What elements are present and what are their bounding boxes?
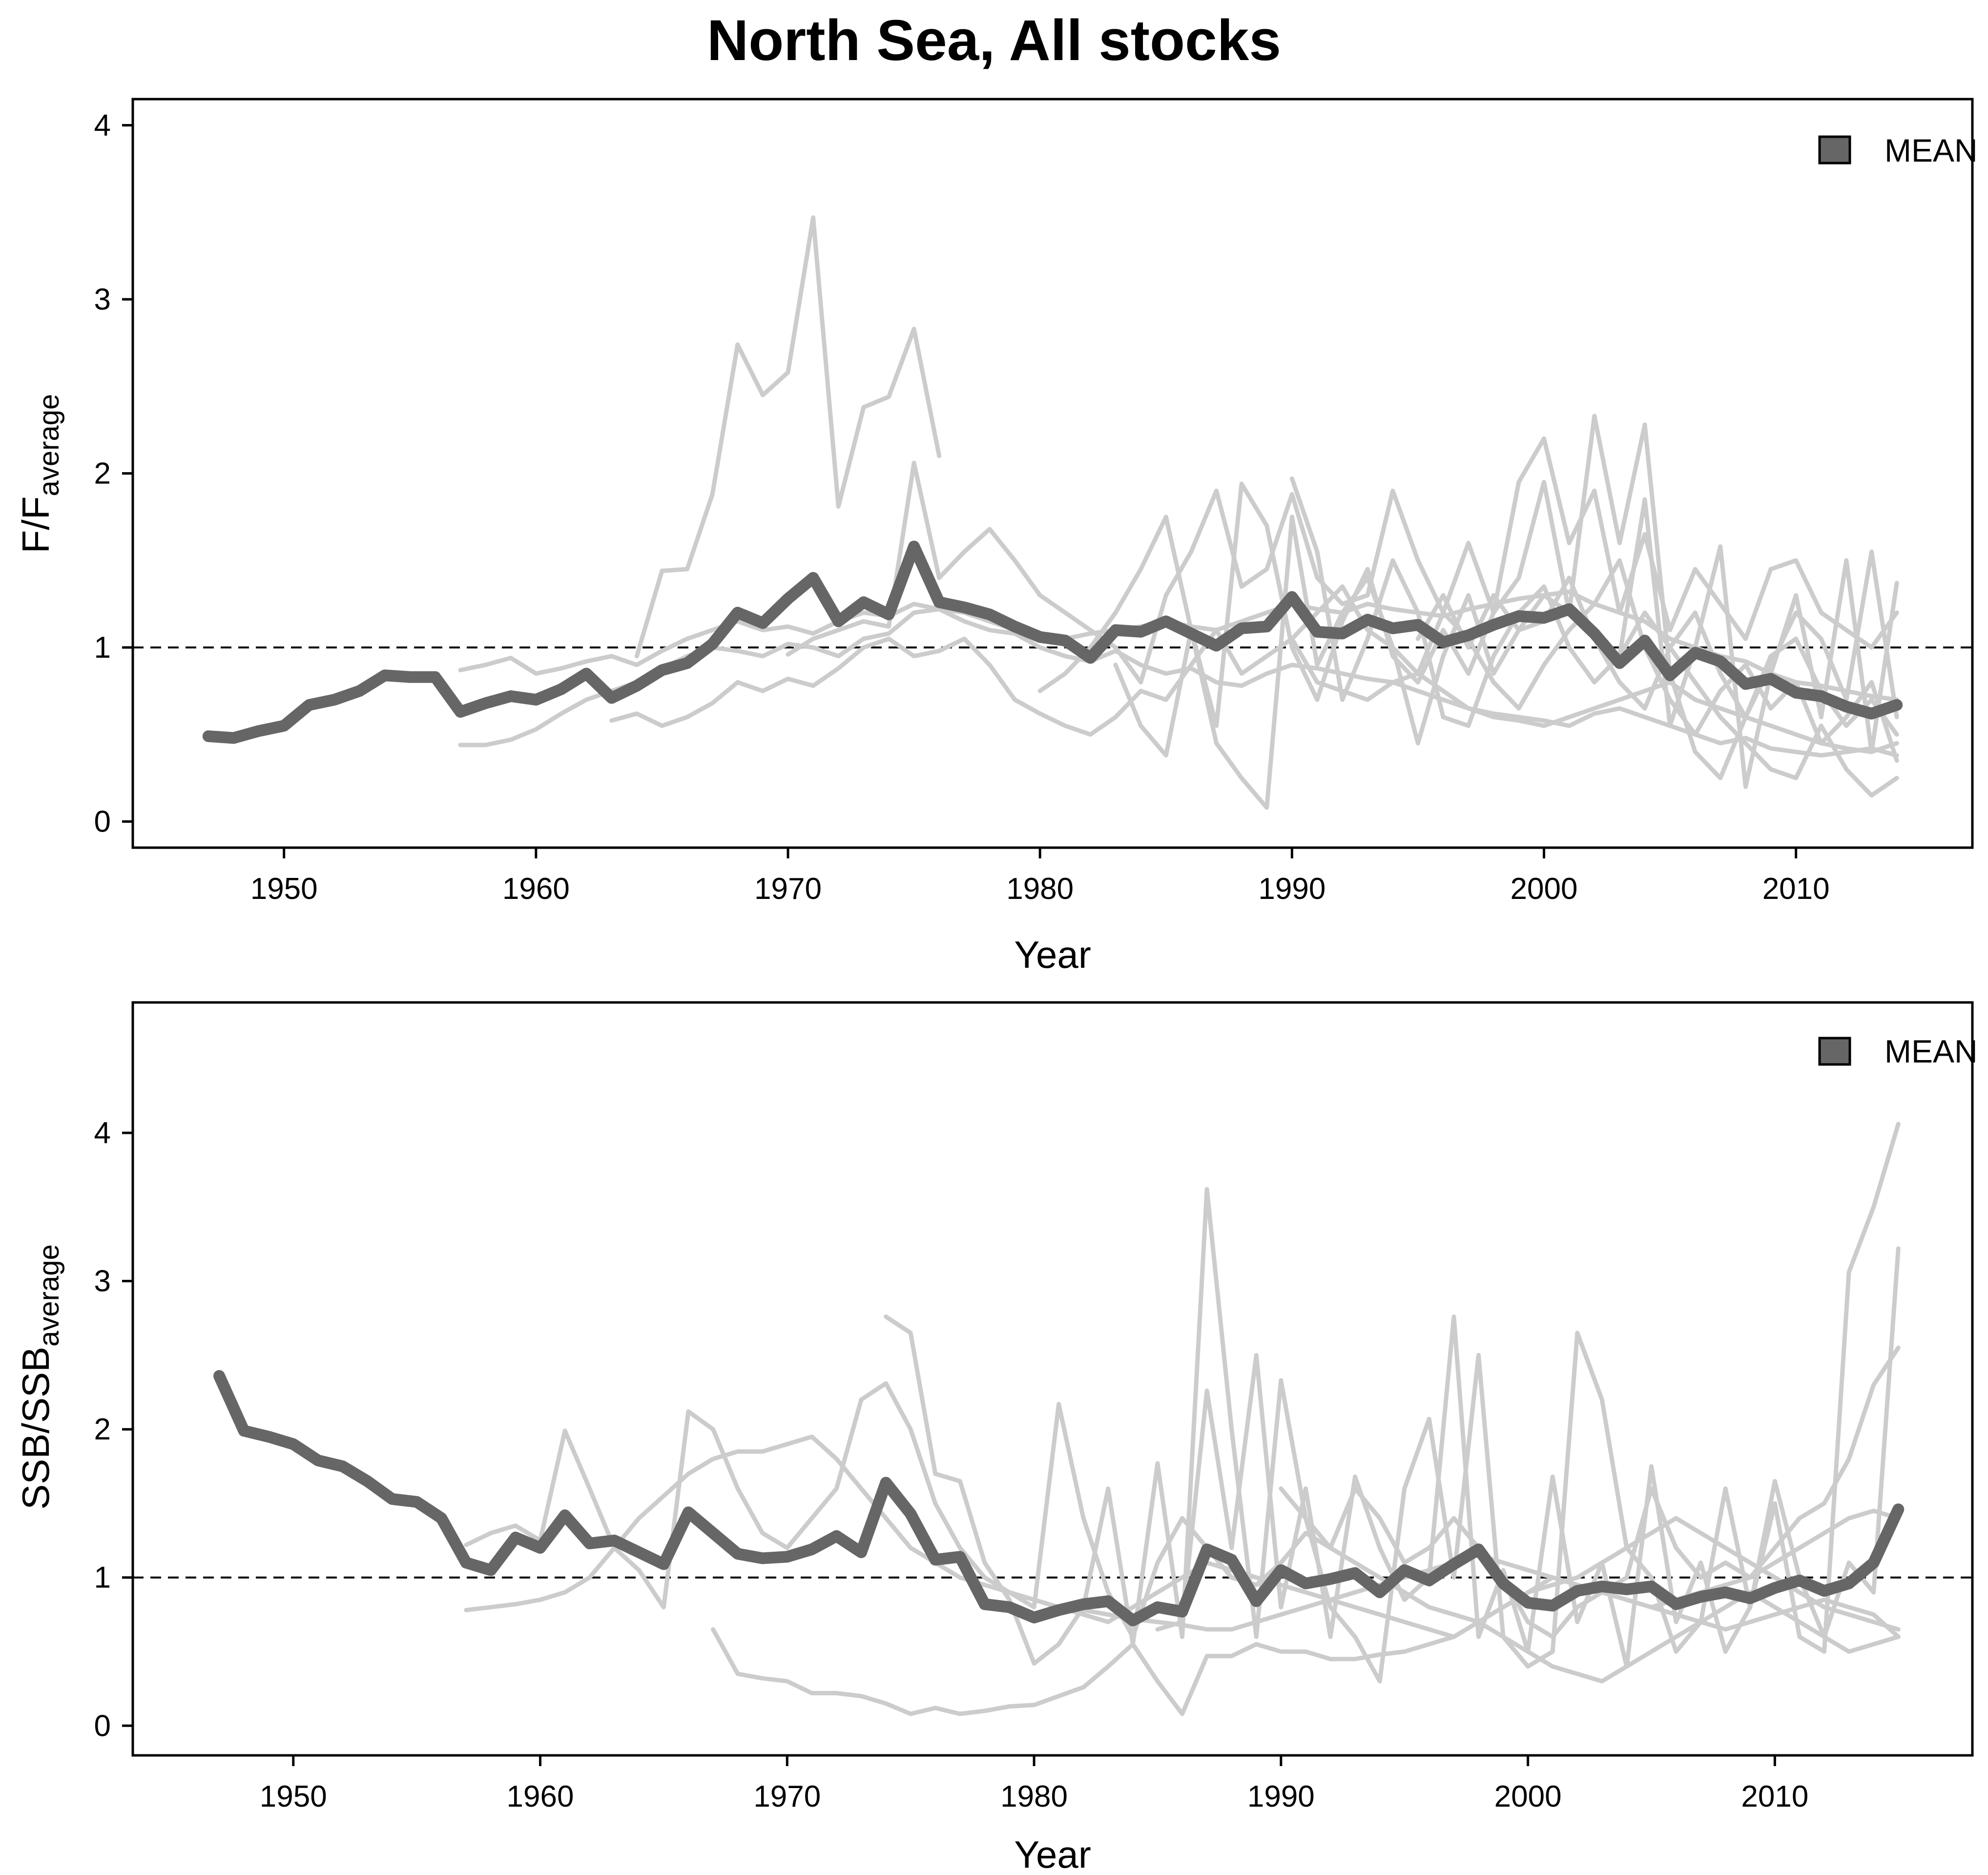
f-y-tick-label: 0	[94, 805, 111, 839]
f-y-axis-title-sub: average	[33, 394, 65, 497]
f-x-tick-label: 1990	[1258, 872, 1325, 906]
f-legend: MEAN	[1818, 132, 1978, 168]
f-y-tick-label: 4	[94, 108, 111, 142]
f-x-axis-title: Year	[1014, 933, 1091, 976]
f-stock-line-10	[1415, 575, 1899, 737]
ssb-stock-line-6	[1032, 1560, 1901, 1639]
ssb-x-tick-label: 1960	[507, 1780, 574, 1813]
f-stock-line-9	[1289, 558, 1899, 763]
ssb-legend-swatch	[1818, 1037, 1851, 1066]
f-stock-line-8	[1289, 476, 1899, 789]
ssb-plot-frame	[131, 1001, 1974, 1757]
ssb-stock-line-7	[1279, 1486, 1901, 1684]
f-x-tick-label: 1950	[250, 872, 318, 906]
ssb-y-tick-label: 0	[94, 1709, 111, 1743]
ssb-x-tick-label: 2010	[1741, 1780, 1808, 1813]
f-y-axis-title-main: F/F	[14, 496, 57, 553]
ssb-stock-line-3	[711, 1516, 1901, 1716]
f-x-ticks: 1950 1960 1970 1980 1990 2000 2010	[250, 848, 1830, 906]
f-stock-line-5	[786, 436, 1899, 685]
f-y-tick-label: 1	[94, 631, 111, 665]
ssb-x-tick-label: 1990	[1247, 1780, 1315, 1813]
f-x-tick-label: 2010	[1762, 872, 1830, 906]
page-title: North Sea, All stocks	[707, 8, 1281, 73]
f-legend-swatch	[1818, 135, 1851, 165]
ssb-x-tick-label: 1970	[753, 1780, 821, 1813]
f-mean-line	[202, 541, 1903, 744]
ssb-y-tick-label: 4	[94, 1116, 111, 1150]
ssb-x-axis-title: Year	[1014, 1833, 1091, 1875]
ssb-y-tick-label: 3	[94, 1265, 111, 1298]
f-y-tick-label: 3	[94, 283, 111, 316]
ssb-x-tick-label: 1950	[260, 1780, 327, 1813]
ssb-y-tick-label: 1	[94, 1561, 111, 1595]
f-y-ticks: 0 1 2 3 4	[94, 108, 133, 839]
ssb-legend-label: MEAN	[1884, 1033, 1978, 1069]
f-stock-line-4	[634, 215, 942, 659]
ssb-x-tick-label: 1980	[1000, 1780, 1068, 1813]
ssb-y-axis-title: SSB/SSBaverage	[14, 1244, 65, 1509]
ssb-stock-lines	[464, 1122, 1901, 1716]
ssb-mean-line	[213, 1370, 1905, 1626]
f-x-tick-label: 2000	[1511, 872, 1578, 906]
ssb-y-axis-title-sub: average	[33, 1244, 65, 1347]
ssb-y-tick-label: 2	[94, 1413, 111, 1446]
f-stock-lines	[458, 215, 1899, 810]
f-x-tick-label: 1980	[1006, 872, 1074, 906]
f-stock-line-7	[1113, 515, 1899, 810]
f-y-tick-label: 2	[94, 457, 111, 491]
ssb-x-ticks: 1950 1960 1970 1980 1990 2000 2010	[260, 1755, 1808, 1813]
f-x-tick-label: 1960	[502, 872, 570, 906]
ssb-legend: MEAN	[1818, 1033, 1978, 1069]
ssb-y-axis-title-main: SSB/SSB	[14, 1347, 57, 1510]
f-x-tick-label: 1970	[754, 872, 822, 906]
f-legend-label: MEAN	[1884, 132, 1978, 168]
ssb-stock-line-2	[464, 1345, 1901, 1639]
ssb-x-tick-label: 2000	[1494, 1780, 1562, 1813]
f-y-axis-title: F/Faverage	[14, 394, 65, 554]
ssb-y-ticks: 0 1 2 3 4	[94, 1116, 133, 1743]
